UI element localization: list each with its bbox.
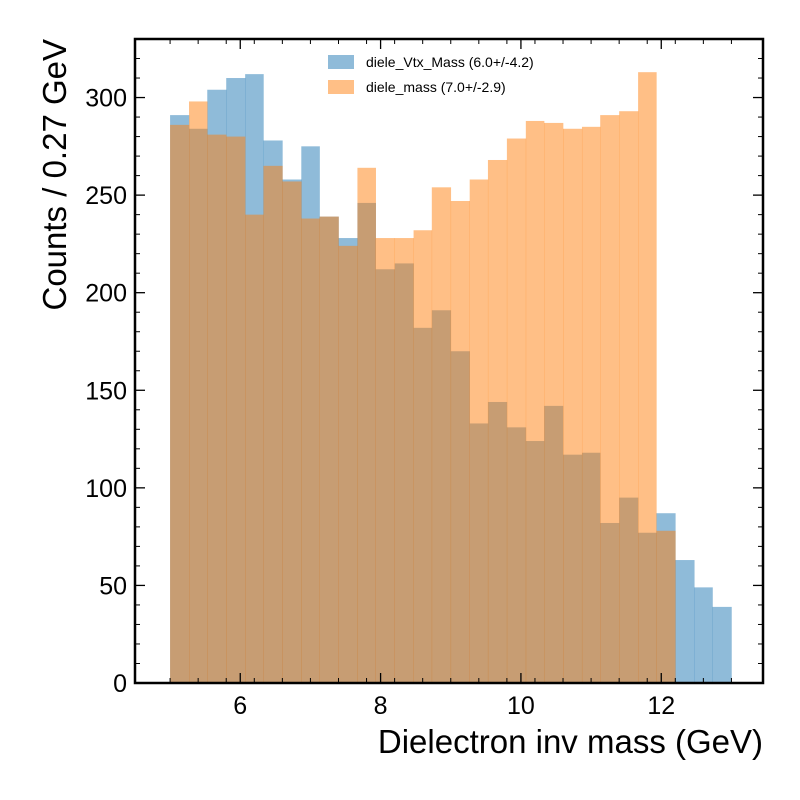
histogram-bar [226,136,246,683]
histogram-bar [282,181,302,683]
histogram-bar [525,120,545,683]
histogram-bar [638,72,657,684]
legend-label: diele_Vtx_Mass (6.0+/-4.2) [366,54,534,70]
histogram-bar [207,134,227,683]
histogram-bar [469,179,489,683]
y-tick-label: 150 [85,377,127,405]
histogram-bar [581,126,601,683]
y-tick-label: 200 [85,280,127,308]
histogram-bar [263,165,283,684]
histogram-bar [712,606,732,683]
bars-layer [170,72,732,684]
histogram-bar [619,111,639,683]
histogram-bar [656,530,676,683]
histogram-bar [544,122,564,684]
y-tick-label: 300 [85,85,127,113]
x-axis-title: Dielectron inv mass (GeV) [378,723,763,760]
histogram-bar [600,115,620,684]
histogram-bar [357,167,376,684]
plot-frame [133,37,765,685]
histogram-bar [338,245,358,684]
histogram-bar [563,128,583,683]
x-tick-label: 10 [507,692,535,720]
histogram-bar [506,138,527,683]
histogram-bar [431,187,452,683]
legend: diele_Vtx_Mass (6.0+/-4.2) diele_mass (7.… [328,54,534,95]
y-axis-title: Counts / 0.27 GeV [36,39,73,311]
x-tick-label: 8 [374,692,388,720]
histogram-bar [413,230,433,683]
legend-swatch [328,80,354,94]
legend-swatch [328,55,354,69]
histogram-bar [170,124,190,684]
y-tick-label: 0 [113,670,127,698]
histogram-bar [487,159,508,684]
histogram-bar [450,200,470,684]
ticks-layer: 6 8 10 12 0 50 100 150 200 250 300 [85,39,763,720]
histogram-bar [319,216,339,683]
histogram-bar [189,101,208,683]
series-2 [170,72,676,684]
histogram-bar [375,238,395,684]
y-tick-label: 250 [85,182,127,210]
histogram-bar [675,560,695,683]
histogram-bar [301,218,320,684]
histogram-bar [245,214,264,683]
x-tick-label: 12 [647,692,675,720]
histogram-bar [694,587,713,683]
x-tick-label: 6 [233,692,247,720]
y-tick-label: 50 [99,572,127,600]
histogram-bar [394,238,414,684]
y-tick-label: 100 [85,475,127,503]
legend-label: diele_mass (7.0+/-2.9) [366,79,506,95]
